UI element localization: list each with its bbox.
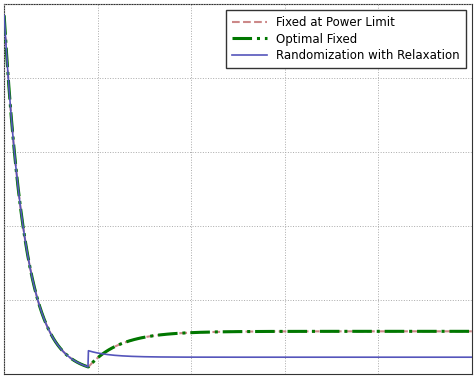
Fixed at Power Limit (367, 329, 372, 334)
Randomization with Relaxation (367, 355, 372, 359)
Optimal Fixed (323, 329, 328, 334)
Optimal Fixed (367, 329, 372, 334)
Optimal Fixed (1, 13, 7, 18)
Randomization with Relaxation (375, 355, 381, 359)
Randomization with Relaxation (49, 334, 55, 338)
Optimal Fixed (191, 330, 197, 335)
Randomization with Relaxation (469, 355, 475, 359)
Line: Optimal Fixed: Optimal Fixed (4, 15, 472, 367)
Fixed at Power Limit (86, 365, 91, 369)
Optimal Fixed (86, 365, 91, 369)
Randomization with Relaxation (85, 365, 91, 369)
Randomization with Relaxation (191, 355, 197, 359)
Fixed at Power Limit (49, 334, 55, 338)
Fixed at Power Limit (191, 330, 197, 335)
Optimal Fixed (375, 329, 381, 334)
Randomization with Relaxation (208, 355, 213, 359)
Fixed at Power Limit (1, 13, 7, 18)
Randomization with Relaxation (323, 355, 328, 359)
Optimal Fixed (469, 329, 475, 334)
Line: Randomization with Relaxation: Randomization with Relaxation (4, 15, 472, 367)
Fixed at Power Limit (323, 329, 328, 334)
Optimal Fixed (208, 330, 213, 334)
Fixed at Power Limit (208, 330, 213, 334)
Legend: Fixed at Power Limit, Optimal Fixed, Randomization with Relaxation: Fixed at Power Limit, Optimal Fixed, Ran… (226, 10, 466, 68)
Randomization with Relaxation (1, 13, 7, 18)
Fixed at Power Limit (469, 329, 475, 334)
Fixed at Power Limit (375, 329, 381, 334)
Optimal Fixed (49, 334, 55, 338)
Line: Fixed at Power Limit: Fixed at Power Limit (4, 15, 472, 367)
